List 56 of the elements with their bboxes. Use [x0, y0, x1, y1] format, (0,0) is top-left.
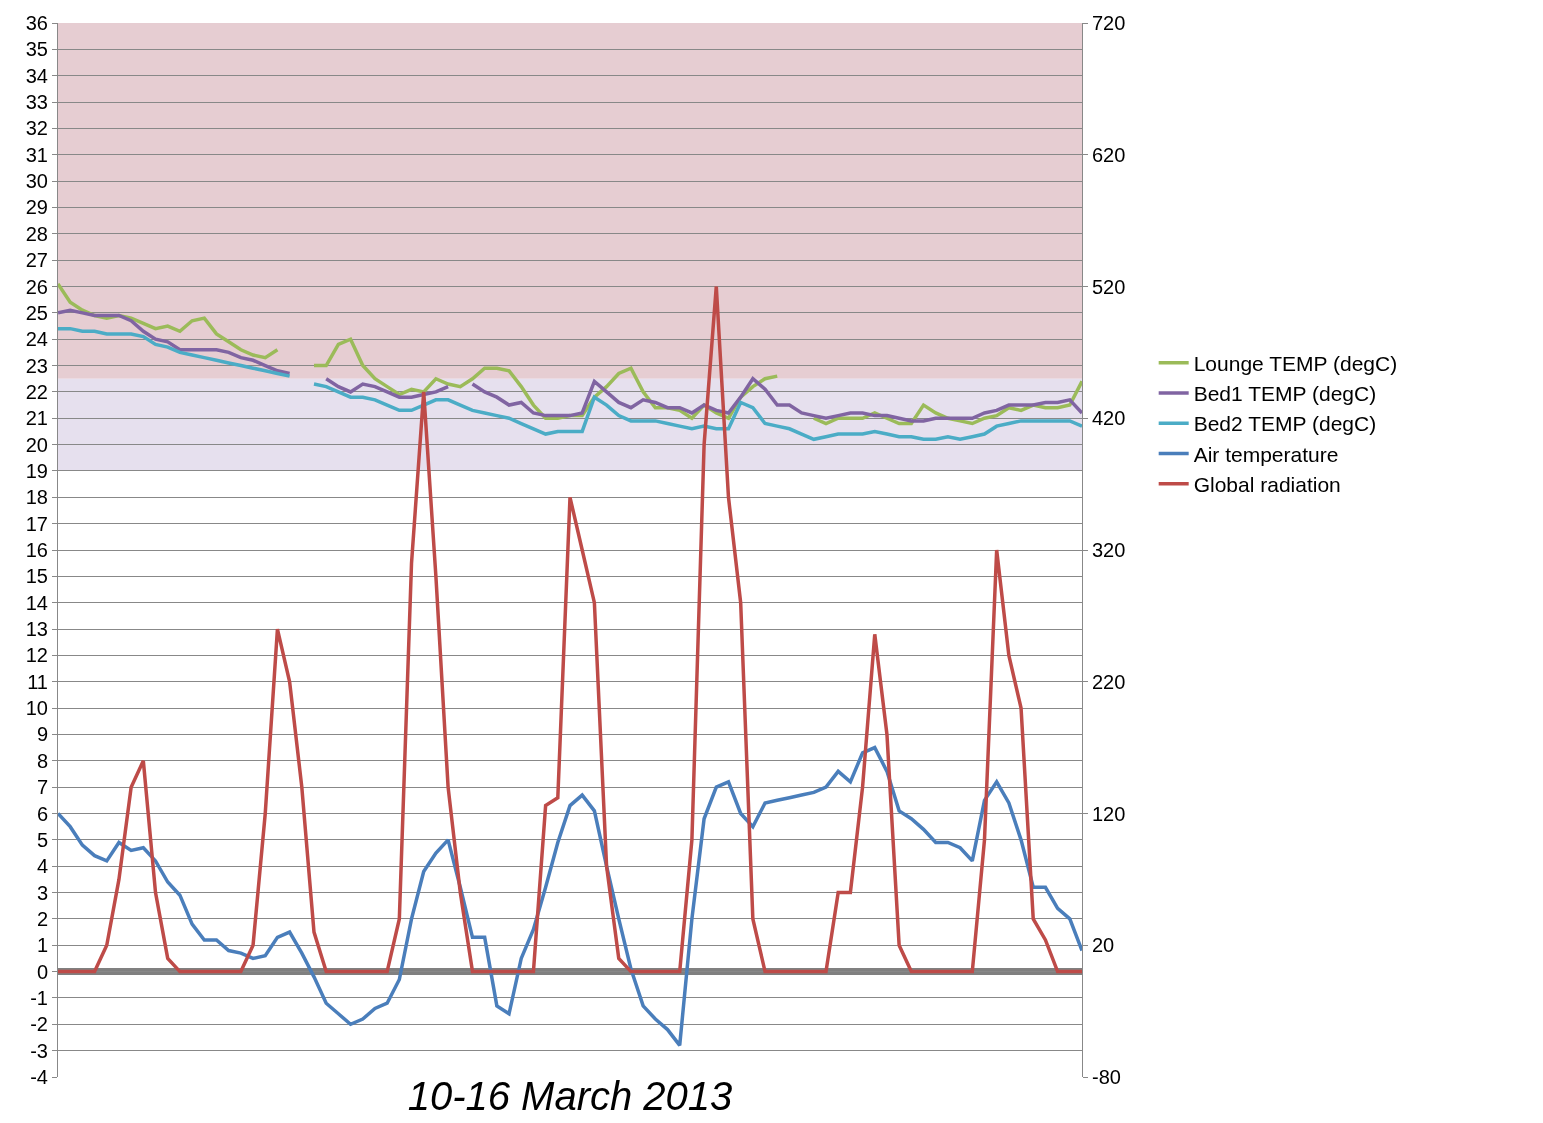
- y-tick-label: 1: [36, 934, 48, 957]
- y-tick-label: 3: [36, 881, 48, 904]
- y-tick-label: 16: [25, 539, 48, 561]
- y-tick-label: 17: [25, 512, 48, 535]
- legend-label: Air temperature: [1193, 442, 1339, 466]
- y-tick-label: 28: [25, 222, 48, 245]
- y-tick-label: -2: [30, 1013, 48, 1036]
- y-tick-label: 14: [25, 591, 48, 614]
- y-tick-label: 32: [25, 117, 48, 140]
- y-tick-label: 25: [25, 301, 48, 324]
- y-tick-label: 13: [25, 618, 48, 641]
- y-tick-label: 26: [25, 275, 48, 298]
- y-tick-label: 21: [25, 407, 48, 430]
- y2-tick-label: 20: [1092, 934, 1115, 957]
- y-tick-label: 7: [36, 776, 48, 799]
- y-tick-label: 18: [25, 486, 48, 509]
- y-tick-label: 20: [25, 433, 48, 456]
- y-tick-label: 5: [36, 828, 48, 851]
- y2-tick-label: 620: [1092, 143, 1126, 166]
- y-tick-label: 33: [25, 91, 48, 114]
- y-tick-label: 9: [36, 723, 48, 746]
- y2-tick-label: 320: [1092, 539, 1126, 561]
- y-tick-label: 11: [27, 670, 48, 693]
- y-tick-label: -4: [30, 1066, 48, 1088]
- y-tick-label: 24: [25, 328, 48, 351]
- y-tick-label: 2: [36, 907, 48, 930]
- y2-tick-label: 420: [1092, 407, 1126, 430]
- x-axis-title: 10-16 March 2013: [407, 1073, 733, 1118]
- y-tick-label: 4: [36, 855, 48, 878]
- legend-label: Lounge TEMP (degC): [1193, 351, 1398, 375]
- y-tick-label: 29: [25, 196, 48, 219]
- y-tick-label: 19: [25, 459, 48, 482]
- y-tick-label: 22: [25, 380, 48, 403]
- y-tick-label: 23: [25, 354, 48, 377]
- y-tick-label: -1: [30, 986, 48, 1009]
- y-tick-label: 30: [25, 170, 48, 193]
- y-tick-label: -3: [30, 1039, 48, 1062]
- y-tick-label: 0: [36, 960, 48, 983]
- y2-tick-label: 520: [1092, 275, 1126, 298]
- y2-tick-label: -80: [1092, 1066, 1121, 1088]
- y2-tick-label: 120: [1092, 802, 1126, 825]
- y2-tick-label: 720: [1092, 12, 1126, 34]
- legend-label: Global radiation: [1193, 473, 1341, 497]
- y-tick-label: 12: [25, 644, 48, 667]
- y2-tick-label: 220: [1092, 670, 1126, 693]
- y-tick-label: 15: [25, 565, 48, 588]
- y-tick-label: 8: [36, 749, 48, 772]
- y-tick-label: 36: [25, 12, 48, 34]
- y-tick-label: 34: [25, 64, 48, 87]
- y-tick-label: 6: [36, 802, 48, 825]
- legend-label: Bed1 TEMP (degC): [1193, 382, 1377, 406]
- y-tick-label: 10: [25, 697, 48, 720]
- y-tick-label: 31: [25, 143, 48, 166]
- y-tick-label: 27: [25, 249, 48, 272]
- legend-label: Bed2 TEMP (degC): [1193, 412, 1377, 436]
- y-tick-label: 35: [25, 38, 48, 61]
